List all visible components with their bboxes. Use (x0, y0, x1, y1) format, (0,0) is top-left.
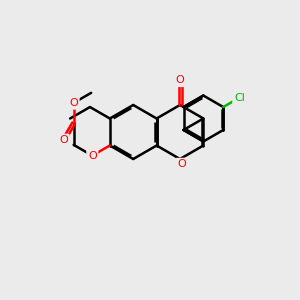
Text: O: O (177, 159, 186, 170)
Text: Cl: Cl (234, 93, 245, 103)
Text: O: O (59, 135, 68, 146)
Text: O: O (88, 151, 97, 160)
Text: O: O (69, 98, 78, 108)
Text: O: O (176, 75, 184, 85)
